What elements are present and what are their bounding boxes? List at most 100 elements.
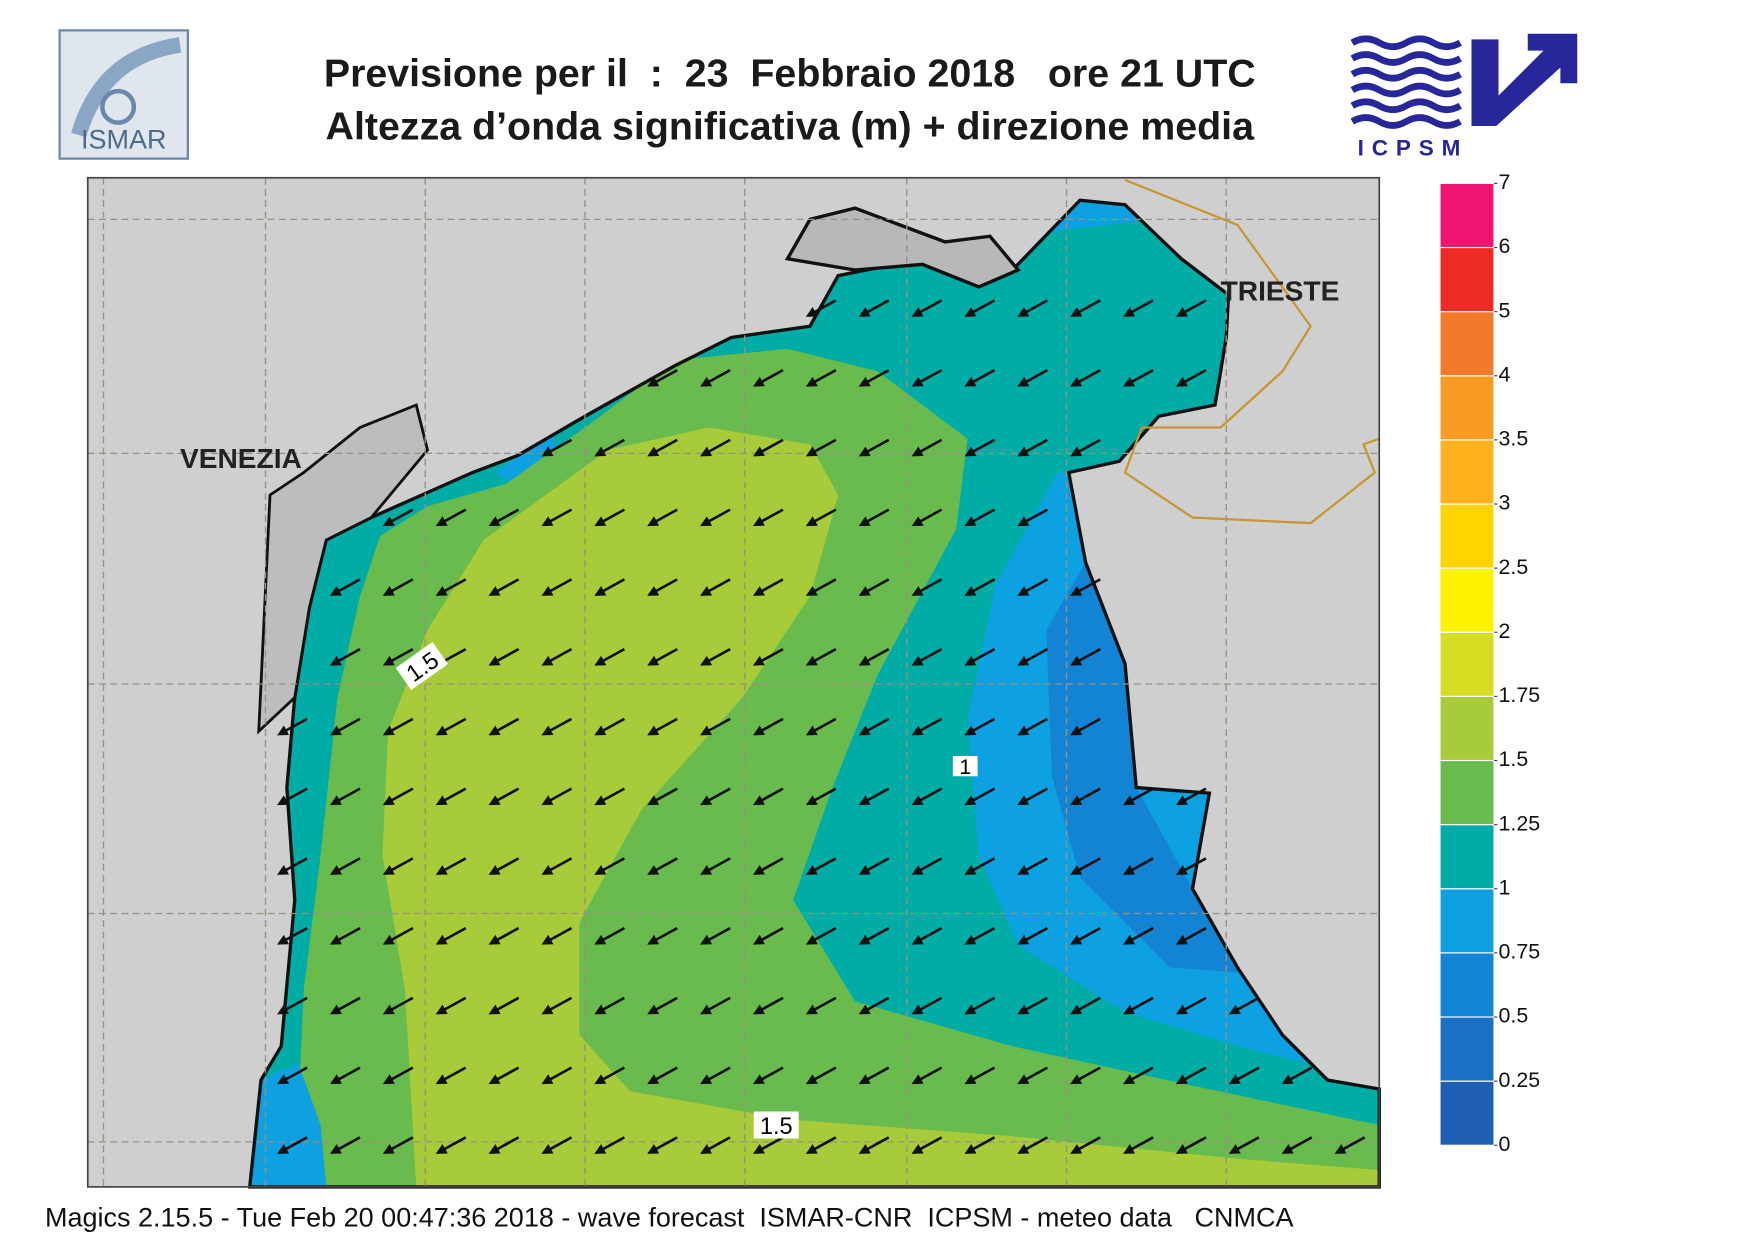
arrow [858,368,890,387]
arrow [594,1066,626,1085]
arrow [1070,1136,1101,1154]
arrow [541,787,573,806]
arrow [435,857,467,875]
arrow [858,299,890,317]
graticule [87,177,1380,1187]
arrow [329,717,361,736]
arrow [488,787,520,806]
arrow [911,787,943,806]
colorbar-label: 3.5 [1499,427,1529,451]
arrow [1070,717,1101,736]
arrow [541,647,573,666]
arrow [858,996,890,1015]
colorbar-box [1439,567,1495,633]
arrow [805,717,837,736]
arrow [1017,787,1049,806]
arrow [277,1136,308,1154]
arrow [911,926,943,945]
arrow [1017,578,1049,596]
arrow [858,926,890,945]
arrow [1175,996,1207,1015]
arrow [329,1136,361,1154]
arrow [700,438,731,457]
arrow [1175,299,1207,317]
arrow [1175,368,1207,387]
arrow [911,996,943,1015]
arrow [647,647,678,666]
arrow [382,578,414,596]
arrow [382,787,414,806]
logo-text: ICPSM [1358,135,1469,160]
arrow [541,508,573,527]
arrow [1123,368,1154,387]
arrow [1070,647,1101,666]
arrow [858,1066,890,1085]
arrow [700,368,731,387]
colorbar-box [1439,631,1495,697]
arrow [647,787,678,806]
arrow [1228,1066,1260,1085]
colorbar-box [1439,246,1495,313]
arrow [541,578,573,596]
arrow [435,578,467,596]
colorbar-label: 1.5 [1499,747,1529,771]
logo-text: ISMAR [81,125,167,155]
arrow [911,368,943,387]
arrow [647,368,678,387]
contour-label: 1.5 [753,1111,799,1140]
arrow [1070,857,1101,875]
arrow [541,996,573,1015]
arrow [541,1136,573,1154]
colorbar-box [1439,888,1495,954]
colorbar-label: 0.5 [1499,1004,1529,1028]
contour-label: 1 [952,755,978,779]
arrow [700,996,731,1015]
colorbar-box [1439,759,1495,826]
arrow [700,857,731,875]
arrow [382,717,414,736]
arrow [805,578,837,596]
border [1123,178,1380,525]
arrow [1123,299,1154,317]
arrow [1123,1136,1154,1154]
arrow [1017,299,1049,317]
arrow [488,578,520,596]
logo-ismar: ISMAR [58,29,189,160]
arrow [1175,926,1207,945]
arrow [805,996,837,1015]
arrow [277,996,308,1015]
arrow [1017,647,1049,666]
colorbar-box [1439,182,1495,249]
arrow [382,857,414,875]
arrow [805,647,837,666]
arrow [700,508,731,527]
arrow [1281,1066,1313,1085]
arrow [752,647,784,666]
arrow [752,368,784,387]
contour-label-text: 1.5 [760,1114,793,1140]
arrow [647,508,678,527]
footer: Magics 2.15.5 - Tue Feb 20 00:47:36 2018… [45,1202,1294,1232]
arrow [752,438,784,457]
arrow [1017,996,1049,1015]
arrow [1175,1136,1207,1154]
arrow [488,996,520,1015]
arrow [435,1066,467,1085]
arrow [1017,857,1049,875]
arrow [805,857,837,875]
arrow [911,299,943,317]
arrow [1123,787,1154,806]
arrow [1070,299,1101,317]
colorbar-label: 2.5 [1499,555,1529,579]
arrow [647,857,678,875]
arrow [805,368,837,387]
arrow [964,508,996,527]
arrow [911,508,943,527]
arrow [435,647,467,666]
arrow [752,578,784,596]
arrow [1070,787,1101,806]
arrow [1123,926,1154,945]
arrow [1017,368,1049,387]
arrow [594,787,626,806]
